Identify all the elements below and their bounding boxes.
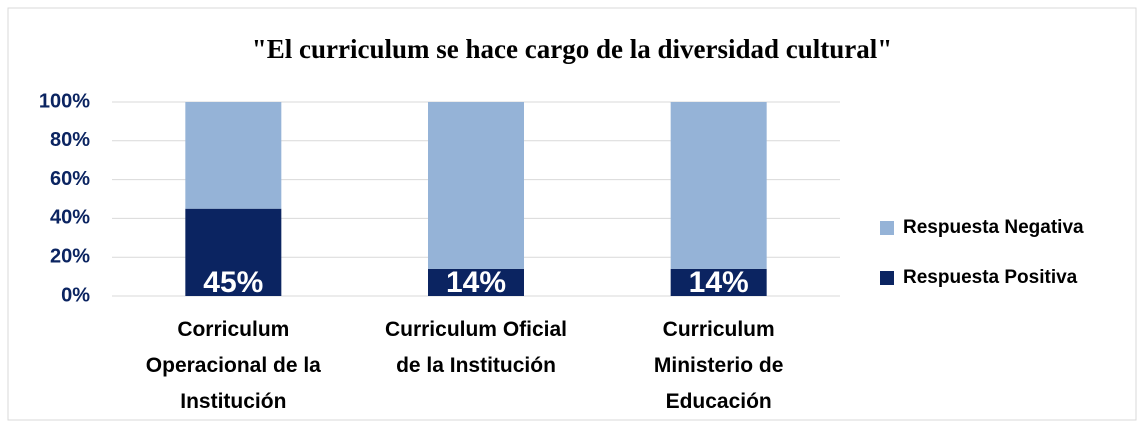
bar-segment bbox=[670, 268, 767, 296]
x-tick-label: Curriculum Oficial de la Institución bbox=[385, 318, 567, 377]
y-tick-label: 100% bbox=[39, 90, 90, 112]
bar-segment bbox=[185, 102, 282, 209]
y-tick-label: 0% bbox=[61, 284, 90, 306]
legend-label: Respuesta Negativa bbox=[903, 217, 1084, 238]
legend-swatch bbox=[880, 221, 894, 235]
legend-swatch bbox=[880, 271, 894, 285]
bar-segment bbox=[185, 208, 282, 296]
y-tick-label: 20% bbox=[50, 245, 90, 267]
bar-segment bbox=[428, 268, 524, 296]
x-tick-label: Curriculum Ministerio de Educación bbox=[654, 318, 784, 413]
bar-segment bbox=[428, 102, 524, 269]
y-tick-label: 80% bbox=[50, 129, 90, 151]
x-tick-label: Corriculum Operacional de la Institución bbox=[146, 318, 321, 413]
data-label: 45% bbox=[203, 266, 263, 299]
chart-title: "El curriculum se hace cargo de la diver… bbox=[252, 34, 892, 64]
data-label: 14% bbox=[446, 266, 506, 299]
legend-label: Respuesta Positiva bbox=[903, 267, 1078, 288]
y-tick-label: 40% bbox=[50, 207, 90, 229]
y-tick-label: 60% bbox=[50, 168, 90, 190]
data-label: 14% bbox=[689, 266, 749, 299]
bar-segment bbox=[670, 102, 767, 269]
